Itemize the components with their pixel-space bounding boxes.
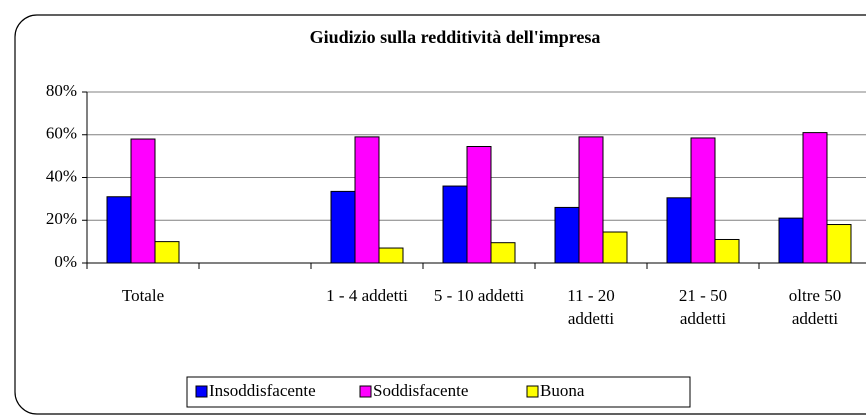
bar	[826, 224, 852, 264]
legend-label: Soddisfacente	[373, 381, 468, 400]
bar	[666, 197, 692, 264]
x-tick-label: 1 - 4 addetti	[326, 286, 408, 305]
bar	[354, 136, 380, 264]
bar	[330, 190, 356, 264]
legend-swatch	[526, 385, 539, 398]
y-tick-label: 0%	[54, 252, 77, 271]
y-tick-label: 40%	[46, 166, 77, 185]
bar	[802, 132, 828, 264]
bar	[578, 136, 604, 264]
bar	[130, 138, 156, 264]
legend-label: Insoddisfacente	[209, 381, 316, 400]
x-tick-label: 21 - 50 addetti	[678, 286, 728, 328]
legend-swatch	[195, 385, 208, 398]
bar	[778, 217, 804, 264]
bar	[378, 247, 404, 264]
bar	[154, 241, 180, 264]
y-tick-label: 80%	[46, 81, 77, 100]
chart-frame	[14, 14, 866, 415]
bar	[714, 238, 740, 264]
bar	[106, 196, 132, 264]
bar	[442, 185, 468, 264]
legend-swatch	[359, 385, 372, 398]
legend-box	[186, 376, 691, 408]
bar	[466, 146, 492, 264]
legend-label: Buona	[540, 381, 585, 400]
bar	[602, 231, 628, 264]
x-tick-label: 5 - 10 addetti	[433, 286, 525, 305]
y-tick-label: 60%	[46, 124, 77, 143]
bar	[554, 206, 580, 264]
bar	[690, 137, 716, 264]
chart-title: Giudizio sulla redditività dell'impresa	[310, 27, 601, 47]
y-tick-label: 20%	[46, 209, 77, 228]
x-tick-label: oltre 50 addetti	[788, 286, 842, 328]
bar	[490, 242, 516, 264]
x-tick-label: 11 - 20 addetti	[567, 286, 615, 328]
x-tick-label: Totale	[121, 286, 165, 305]
